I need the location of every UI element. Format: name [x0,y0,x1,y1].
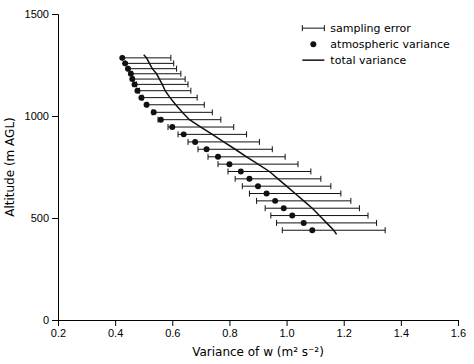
tick-mark [401,320,402,326]
tick-label: 0.2 [51,327,66,339]
tick-label: 0.8 [222,327,237,339]
marks [119,55,385,235]
tick-mark [52,116,58,117]
tick-label: 1.0 [279,327,294,339]
x-axis-title: Variance of w (m² s⁻²) [192,345,324,359]
tick: 1000 [25,110,58,122]
tick: 500 [31,212,58,224]
point [238,169,244,175]
point [255,183,261,189]
point [181,131,187,137]
tick: 1500 [25,8,58,20]
point [151,109,157,115]
point [138,95,144,101]
tick: 0.8 [222,320,237,339]
point [169,124,175,130]
legend-label: atmospheric variance [330,38,450,51]
point [204,146,210,152]
point [119,55,125,61]
axis-line [59,321,459,327]
x-axis: 0.2 0.4 0.6 0.8 1.0 1.2 1.4 1.6 [51,320,466,339]
tick-label: 0.4 [108,327,123,339]
point [158,117,164,123]
tick-label: 0 [43,314,49,326]
tick: 0.2 [51,320,66,339]
tick: 0.4 [108,320,123,339]
legend-item: atmospheric variance [310,38,450,51]
legend-symbol [310,41,316,47]
point [272,198,278,204]
axis-line [52,15,59,321]
tick-label: 1.2 [337,327,352,339]
point [132,81,138,87]
tick-label: 0.6 [165,327,180,339]
point [309,227,315,233]
point [281,205,287,211]
plot: 0.2 0.4 0.6 0.8 1.0 1.2 1.4 1.6 0 500 1000 1500 Vari… [3,8,466,359]
line [144,55,337,235]
y-axis: 0 500 1000 1500 [25,8,59,326]
legend: sampling error atmospheric variance total … [302,22,450,67]
tick: 0.6 [165,320,180,339]
y-axis-title: Altitude (m AGL) [3,117,17,217]
tick-mark [52,218,58,219]
legend-label: sampling error [330,22,411,35]
tick: 0 [43,314,58,326]
legend-item: sampling error [302,22,411,35]
tick-mark [115,320,116,326]
point [192,139,198,145]
points [119,55,315,233]
point [122,60,128,66]
point [125,66,131,72]
tick: 1.2 [337,320,352,339]
point [289,213,295,219]
tick-label: 1.6 [451,327,466,339]
point [264,191,270,197]
tick-label: 500 [31,212,49,224]
tick: 1.0 [279,320,294,339]
point [226,161,232,167]
tick: 1.6 [451,320,466,339]
point [128,71,134,77]
tick-label: 1500 [25,8,49,20]
tick: 1.4 [394,320,409,339]
legend-item: total variance [302,54,406,67]
point [129,76,135,82]
legend-symbol [302,59,324,61]
point [301,220,307,226]
tick-label: 1000 [25,110,49,122]
point [246,176,252,182]
tick-mark [458,320,459,326]
tick-mark [344,320,345,326]
point [134,88,140,94]
tick-label: 1.4 [394,327,409,339]
point [144,102,150,108]
legend-label: total variance [330,54,406,67]
point [215,154,221,160]
chart: 0.2 0.4 0.6 0.8 1.0 1.2 1.4 1.6 0 500 1000 1500 Vari… [0,0,474,364]
tick-mark [52,320,58,321]
error-bars [122,55,385,233]
tick-mark [172,320,173,326]
tick-mark [287,320,288,326]
legend-symbol [302,25,324,31]
tick-mark [52,14,58,15]
tick-mark [229,320,230,326]
